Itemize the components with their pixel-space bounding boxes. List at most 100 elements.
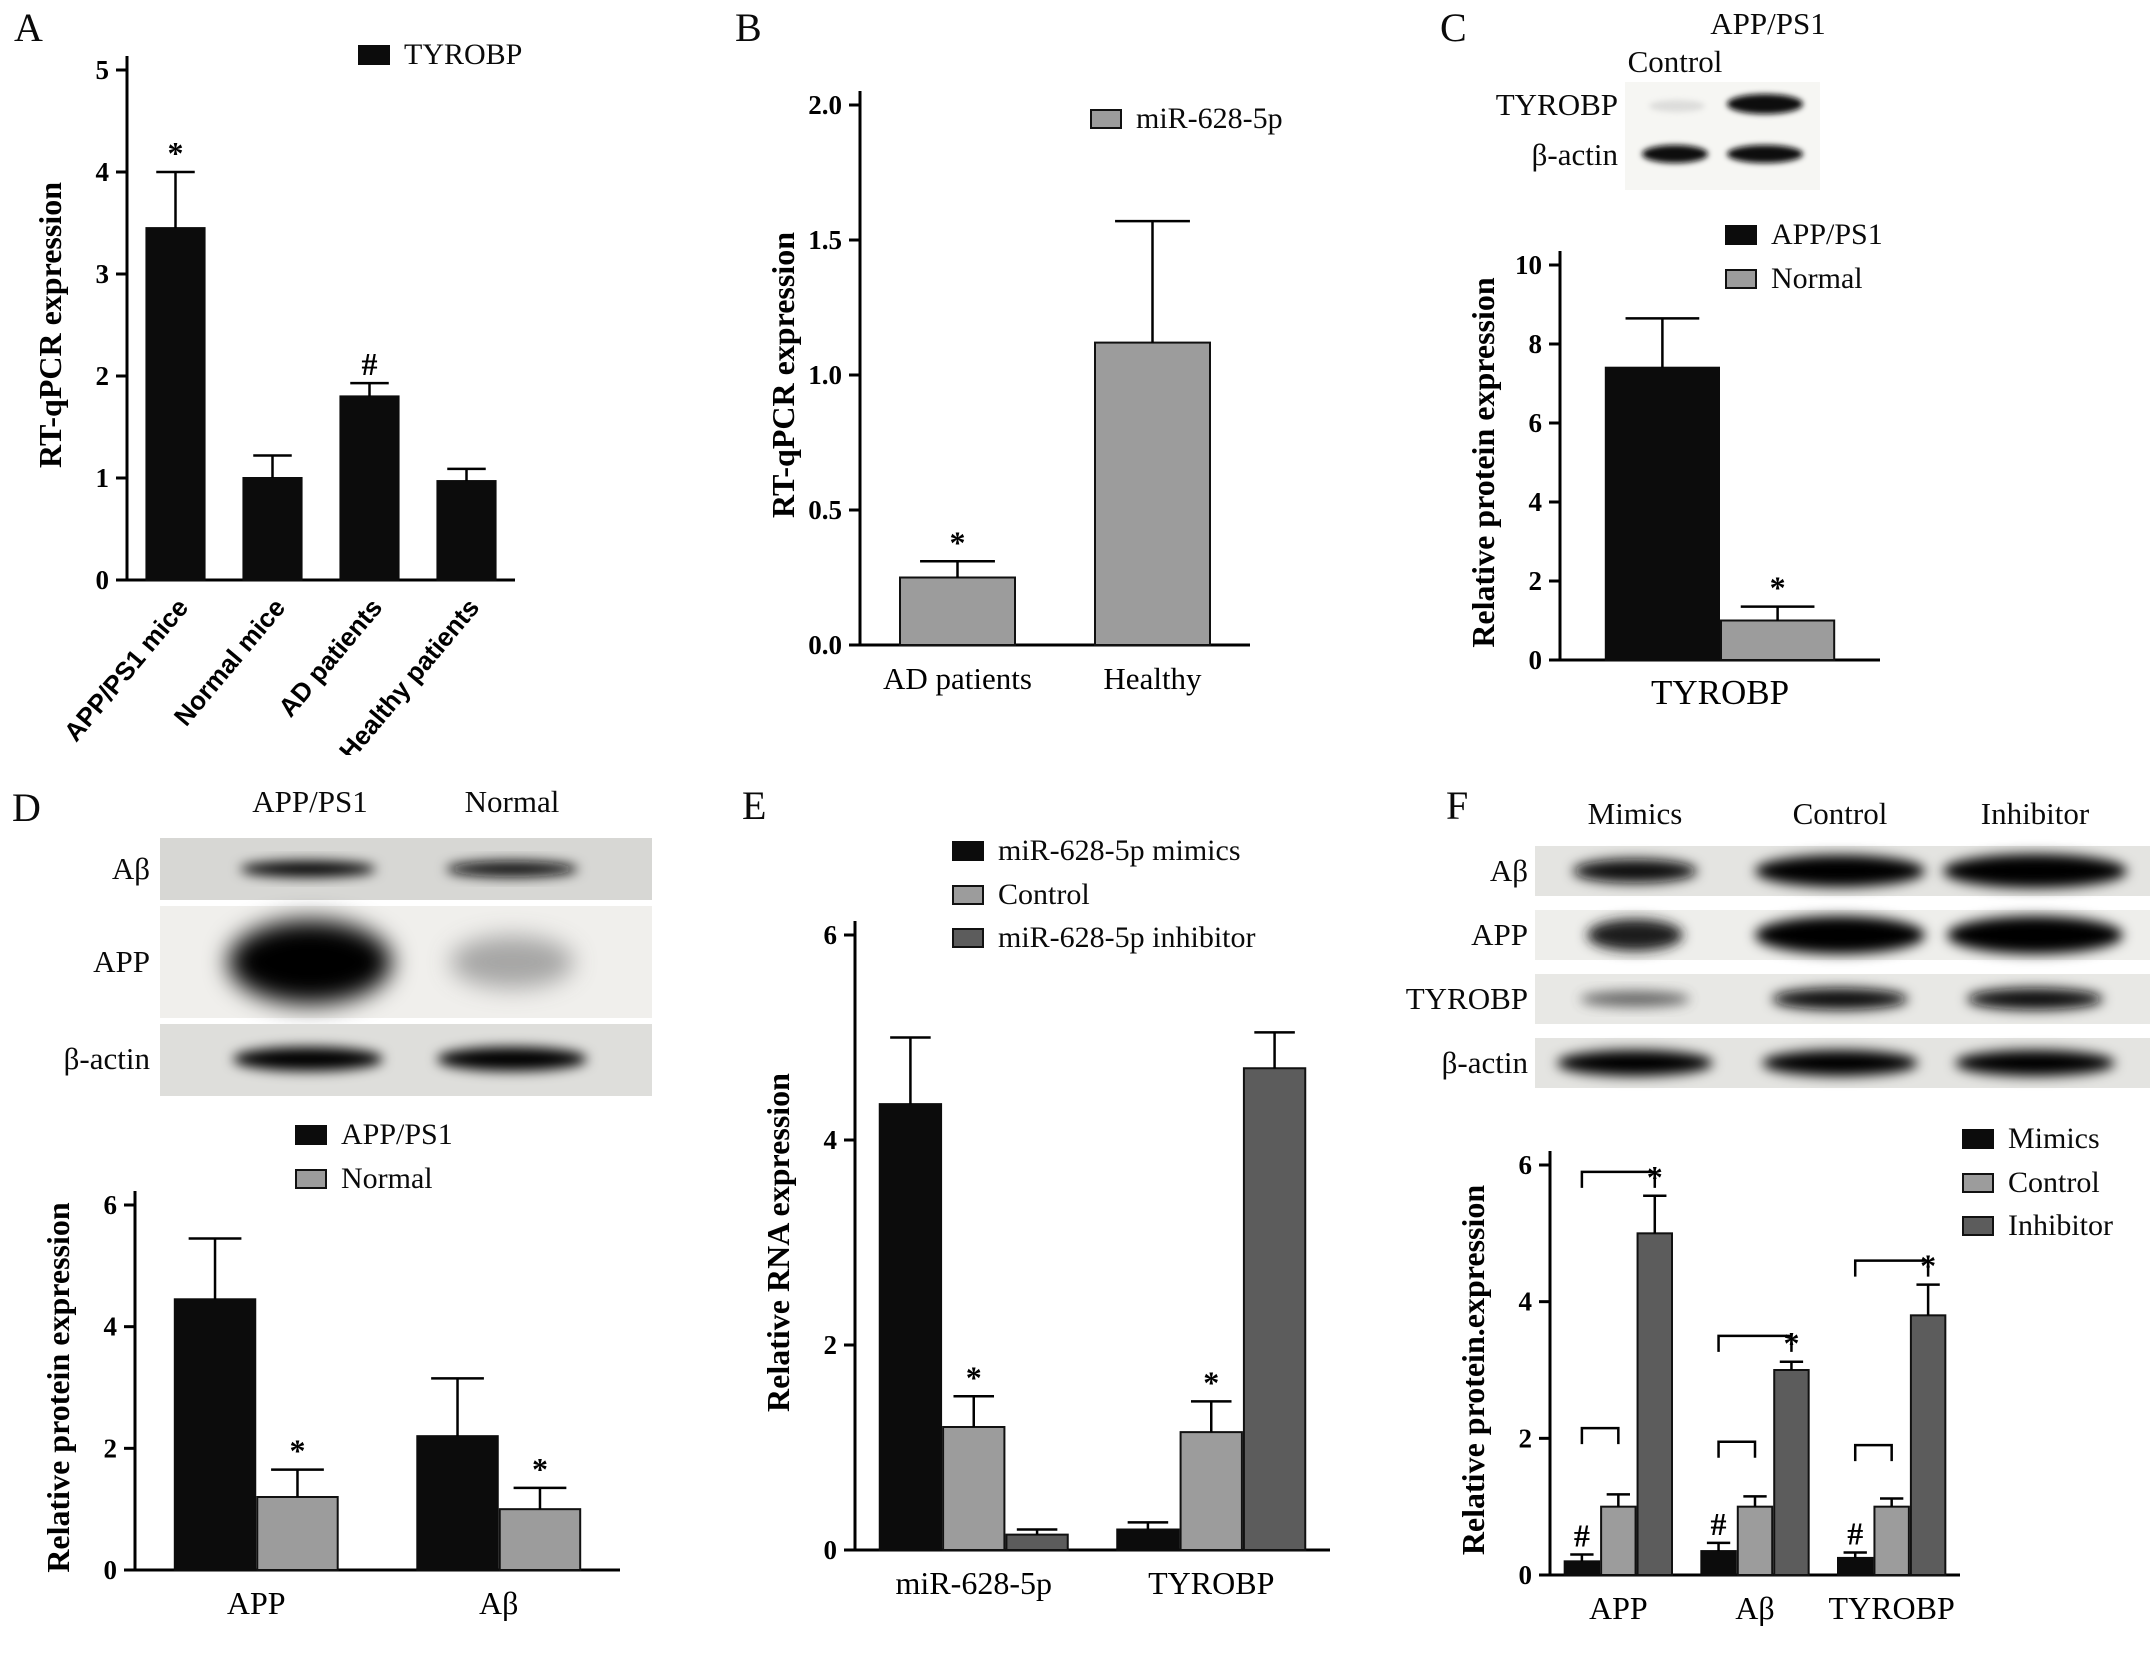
legend-c: APP/PS1 Normal bbox=[1725, 218, 1883, 296]
legend-a: TYROBP bbox=[358, 38, 522, 73]
panel-b: B miR-628-5p 0.0 0.5 1.0 1.5 2.0 RT-qPCR expr… bbox=[690, 0, 1340, 770]
y-tick-label: 2 bbox=[104, 1433, 118, 1463]
chart-svg-E: 0 2 4 6 Relative RNA expression * miR-628-5p * T… bbox=[760, 920, 1330, 1601]
significance-annotation: * bbox=[289, 1433, 305, 1469]
legend-d: APP/PS1 Normal bbox=[295, 1118, 453, 1196]
y-tick-label: 2 bbox=[1529, 566, 1543, 596]
significance-annotation: * bbox=[966, 1359, 982, 1395]
bar bbox=[1604, 366, 1720, 661]
panel-label-d: D bbox=[12, 785, 41, 830]
blot-f-header-mimics: Mimics bbox=[1587, 796, 1683, 831]
x-category-label: APP bbox=[227, 1585, 286, 1621]
significance-annotation: * bbox=[532, 1451, 548, 1487]
legend-b: miR-628-5p bbox=[1090, 102, 1283, 137]
significance-annotation: # bbox=[1574, 1518, 1590, 1554]
blot-band bbox=[240, 861, 376, 877]
blot-band bbox=[1762, 1050, 1918, 1076]
blot-d-image bbox=[160, 838, 652, 1096]
panel-label-a: A bbox=[14, 5, 43, 50]
blot-band bbox=[1580, 991, 1690, 1007]
legend-swatch-normal bbox=[1725, 268, 1757, 289]
bar bbox=[1773, 1369, 1810, 1576]
chart-a: 0 1 2 3 4 5 RT-qPCR expression * APP/PS1 mice Nor… bbox=[15, 25, 540, 766]
blot-band bbox=[446, 861, 578, 877]
y-tick-label: 0 bbox=[104, 1555, 118, 1585]
legend-item-inhibitor: miR-628-5p inhibitor bbox=[952, 921, 1256, 956]
bar bbox=[1837, 1556, 1874, 1576]
legend-item-mir628: miR-628-5p bbox=[1090, 102, 1283, 137]
legend-swatch-appps1 bbox=[1725, 225, 1757, 246]
blot-band bbox=[1642, 145, 1708, 163]
y-tick-label: 8 bbox=[1529, 329, 1543, 359]
panel-a: A TYROBP 0 1 2 3 4 5 RT-qPCR expression * APP/PS… bbox=[0, 0, 670, 770]
blot-band bbox=[1573, 859, 1697, 883]
y-tick-label: 6 bbox=[1519, 1150, 1533, 1180]
y-tick-label: 2 bbox=[1519, 1423, 1533, 1453]
y-tick-label: 6 bbox=[824, 920, 838, 950]
blot-band bbox=[437, 1047, 587, 1071]
significance-bracket bbox=[1717, 1440, 1757, 1458]
bar bbox=[1179, 1431, 1243, 1551]
y-tick-label: 3 bbox=[96, 259, 110, 289]
blot-f-row-abeta: Aβ bbox=[1489, 853, 1528, 888]
bar bbox=[1636, 1232, 1673, 1576]
bar bbox=[1600, 1505, 1637, 1576]
legend-item-control: Control bbox=[952, 878, 1256, 913]
y-axis-label: Relative protein.expression bbox=[1455, 1185, 1491, 1556]
legend-swatch-appps1 bbox=[295, 1125, 327, 1146]
significance-annotation: * bbox=[1770, 570, 1786, 606]
legend-swatch-normal bbox=[295, 1168, 327, 1189]
y-tick-label: 2 bbox=[96, 361, 110, 391]
legend-item-normal: Normal bbox=[295, 1162, 453, 1197]
panel-e: E miR-628-5p mimics Control miR-628-5p i… bbox=[730, 770, 1380, 1664]
y-tick-label: 0.0 bbox=[808, 630, 842, 660]
bar bbox=[173, 1298, 257, 1572]
blot-band bbox=[228, 920, 392, 1004]
legend-item-mimics: miR-628-5p mimics bbox=[952, 834, 1256, 869]
legend-label-mimics: miR-628-5p mimics bbox=[998, 834, 1241, 867]
legend-swatch-inhibitor bbox=[952, 928, 984, 949]
x-category-label: Aβ bbox=[1735, 1590, 1774, 1626]
x-category-label: APP bbox=[1589, 1590, 1648, 1626]
chart-f: 0 2 4 6 Relative protein.expression # * APP # * Aβ… bbox=[1410, 1125, 2150, 1660]
x-category-label: miR-628-5p bbox=[896, 1565, 1052, 1601]
legend-swatch-mir628 bbox=[1090, 109, 1122, 130]
y-tick-label: 4 bbox=[96, 157, 110, 187]
legend-item-appps1: APP/PS1 bbox=[1725, 218, 1883, 253]
significance-annotation: # bbox=[1847, 1515, 1863, 1551]
chart-svg-C: 0 2 4 6 8 10 Relative protein expression * TYROB… bbox=[1465, 250, 1880, 712]
blot-strip bbox=[160, 838, 652, 900]
x-category-label: Healthy bbox=[1103, 661, 1202, 696]
chart-b: 0.0 0.5 1.0 1.5 2.0 RT-qPCR expression * AD pat… bbox=[745, 30, 1325, 750]
panel-d: D APP/PS1 Normal Aβ APP β-actin APP/PS1 … bbox=[0, 770, 680, 1664]
bar bbox=[436, 480, 497, 581]
blot-band bbox=[1955, 1050, 2115, 1076]
bar bbox=[1094, 341, 1211, 646]
significance-bracket bbox=[1853, 1259, 1930, 1277]
y-tick-label: 6 bbox=[1529, 408, 1543, 438]
blot-band bbox=[1587, 919, 1683, 951]
legend-f: Mimics Control Inhibitor bbox=[1962, 1122, 2113, 1244]
y-tick-label: 1.0 bbox=[808, 360, 842, 390]
blot-band bbox=[1755, 916, 1925, 954]
y-axis-label: RT-qPCR expression bbox=[765, 232, 801, 518]
y-tick-label: 4 bbox=[1519, 1287, 1533, 1317]
y-tick-label: 0 bbox=[96, 565, 110, 595]
legend-label-appps1: APP/PS1 bbox=[341, 1118, 453, 1151]
y-tick-label: 0.5 bbox=[808, 495, 842, 525]
blot-c-header-appps1: APP/PS1 bbox=[1710, 6, 1826, 41]
bar bbox=[1909, 1314, 1947, 1576]
significance-bracket bbox=[1717, 1334, 1793, 1352]
chart-d: 0 2 4 6 Relative protein expression * APP * Aβ bbox=[20, 1170, 660, 1655]
blot-band bbox=[1772, 988, 1908, 1010]
y-axis-label: Relative protein expression bbox=[1465, 277, 1501, 648]
legend-e: miR-628-5p mimics Control miR-628-5p inh… bbox=[952, 834, 1256, 956]
blot-band bbox=[1727, 94, 1803, 114]
blot-band bbox=[1649, 100, 1705, 112]
significance-bracket bbox=[1580, 1170, 1657, 1188]
blot-f-header-control: Control bbox=[1792, 796, 1888, 831]
bar bbox=[878, 1103, 943, 1551]
blot-f-header-inhibitor: Inhibitor bbox=[1980, 796, 2090, 831]
legend-swatch-mimics bbox=[1962, 1129, 1994, 1150]
bar bbox=[256, 1496, 339, 1571]
